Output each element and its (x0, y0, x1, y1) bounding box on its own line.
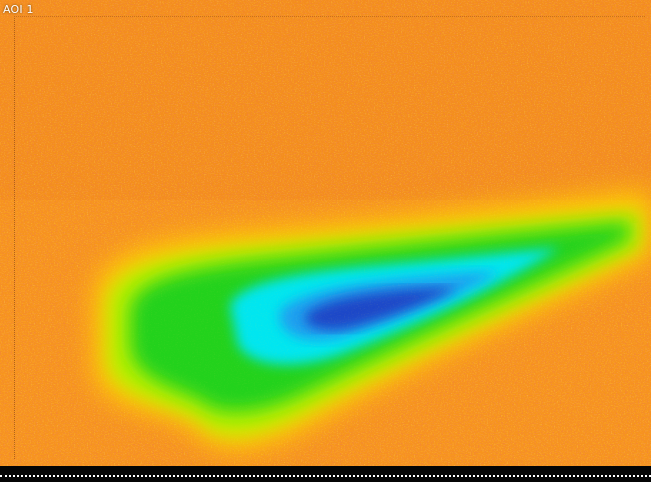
bottom-dotted-line (0, 475, 651, 477)
bottom-strip (0, 466, 651, 482)
heatmap-noise-overlay (0, 0, 651, 466)
aoi-label: AOI 1 (3, 3, 34, 16)
